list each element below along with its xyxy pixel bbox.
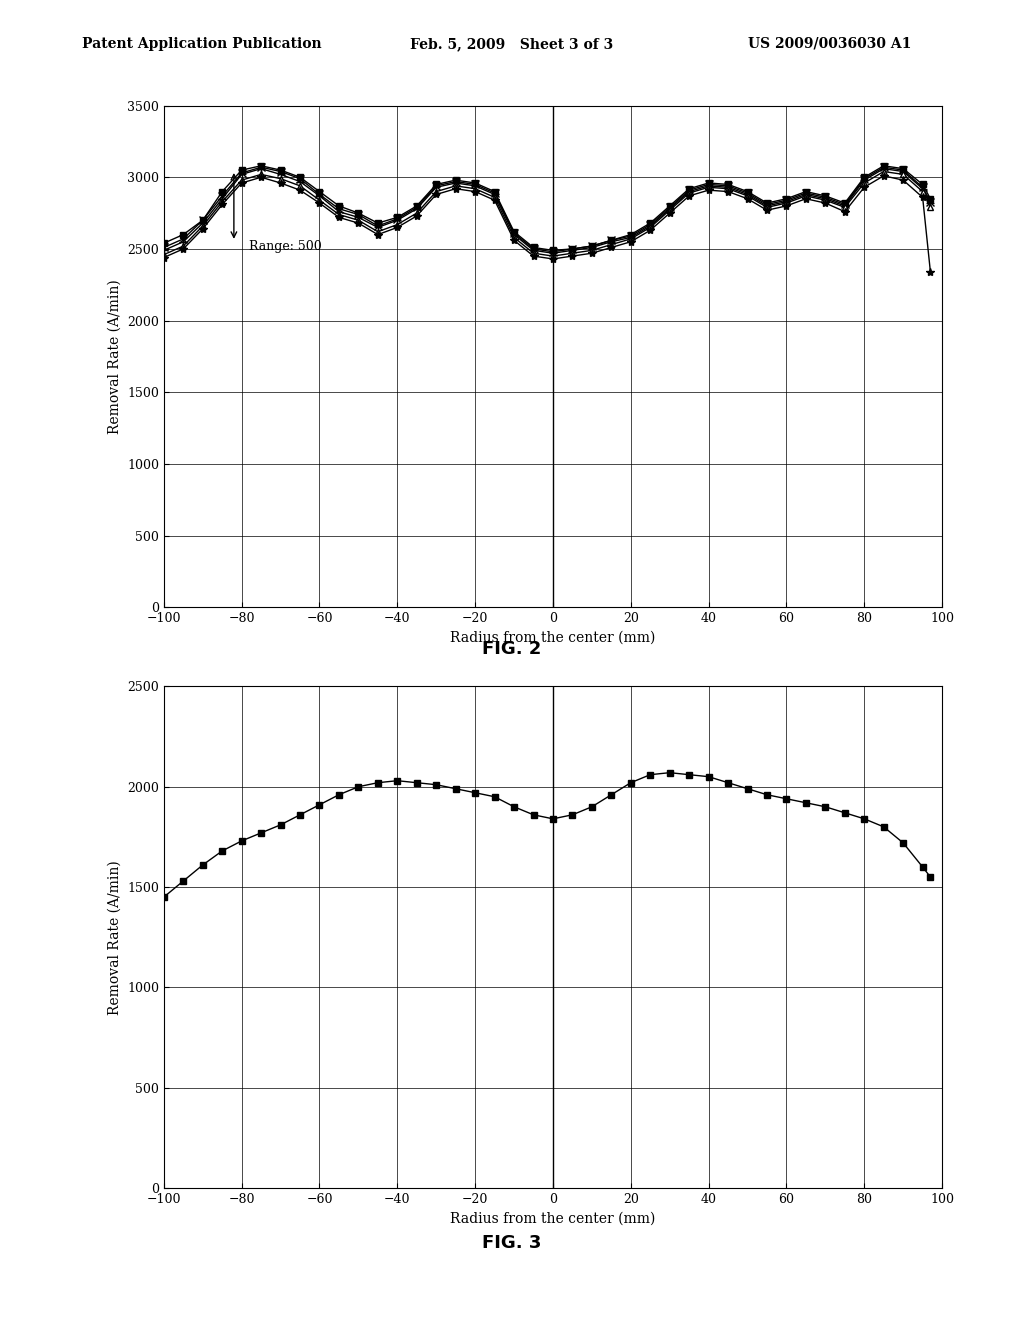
Text: Patent Application Publication: Patent Application Publication: [82, 37, 322, 51]
Y-axis label: Removal Rate (A/min): Removal Rate (A/min): [108, 279, 122, 434]
Text: FIG. 3: FIG. 3: [482, 1234, 542, 1253]
Text: FIG. 2: FIG. 2: [482, 640, 542, 659]
Y-axis label: Removal Rate (A/min): Removal Rate (A/min): [108, 859, 122, 1015]
Text: Feb. 5, 2009   Sheet 3 of 3: Feb. 5, 2009 Sheet 3 of 3: [410, 37, 612, 51]
X-axis label: Radius from the center (mm): Radius from the center (mm): [451, 631, 655, 644]
Text: US 2009/0036030 A1: US 2009/0036030 A1: [748, 37, 911, 51]
X-axis label: Radius from the center (mm): Radius from the center (mm): [451, 1212, 655, 1225]
Text: Range: 500: Range: 500: [250, 240, 323, 253]
